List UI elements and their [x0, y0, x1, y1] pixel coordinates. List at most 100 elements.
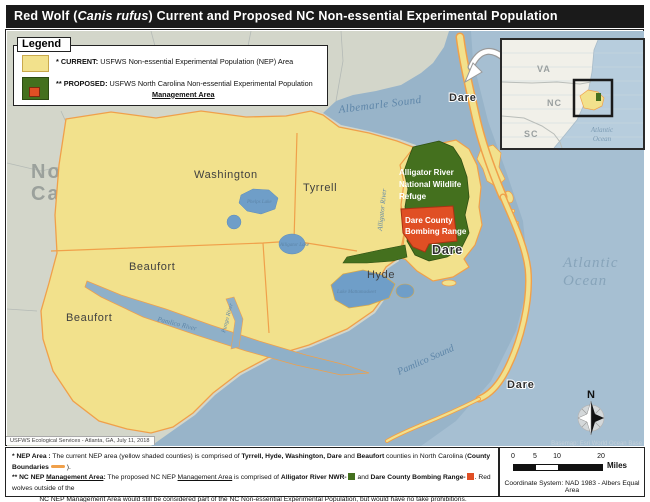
legend-swatch-proposed [22, 77, 49, 100]
county-boundary-symbol [50, 465, 65, 469]
scale-bar [513, 464, 603, 471]
usfws-credit: USFWS Ecological Services - Atlanta, GA,… [6, 436, 155, 445]
inset-grid-lines [502, 52, 643, 138]
atlantic-ocean-label-line2: Ocean [563, 273, 607, 289]
note2-label-underline: Management Area [46, 474, 104, 482]
county-label-beaufort-south: Beaufort [66, 312, 112, 324]
coordinate-system: Coordinate System: NAD 1983 - Albers Equ… [504, 480, 640, 494]
legend-item-current: * CURRENT: USFWS Non-essential Experimen… [22, 55, 321, 72]
scale-tick-10: 10 [553, 453, 561, 460]
inset-svg: VA NC SC Atlantic Ocean [502, 40, 643, 148]
inset-label-ocean-line2: Ocean [593, 135, 612, 143]
dare-bombing-range [400, 205, 458, 253]
note2-label-post: : [103, 474, 106, 482]
legend-item-proposed-label: ** PROPOSED: USFWS North Carolina Non-es… [56, 77, 313, 100]
inset-locator-box [572, 78, 614, 118]
note2-t4: . Red wolves outside of the [12, 474, 491, 493]
legend-swatch-current [22, 55, 49, 72]
compass-n-label: N [587, 389, 595, 401]
note1-b3: County Boundaries [12, 453, 491, 471]
note1-b2: Beaufort [356, 453, 385, 460]
scale-tick-0: 0 [511, 453, 515, 460]
county-label-washington: Washington [194, 169, 258, 181]
inset-label-ocean-line1: Atlantic [590, 126, 614, 134]
basemap-credit: Basemap: Esri World Ocean Base [551, 441, 643, 447]
note2-label: ** NC NEP Management Area: [12, 474, 106, 481]
refuge-southwest-arm [342, 244, 408, 264]
title-text-italic: Canis rufus [77, 9, 149, 23]
note1-b1: Tyrrell, Hyde, Washington, Dare [241, 453, 342, 460]
note1-t3: counties in North Carolina ( [384, 453, 468, 460]
county-label-dare-bottom: Dare [507, 379, 535, 391]
alligator-lake-label: Alligator Lake [279, 243, 310, 248]
title-text-post: ) Current and Proposed NC Non-essential … [148, 9, 558, 23]
note1-t4: ). [66, 463, 71, 471]
outer-banks [385, 32, 533, 443]
note1-label: * NEP Area : [12, 453, 51, 460]
note2-t3: and [355, 474, 371, 482]
footer-notes: * NEP Area : The current NEP area (yello… [5, 447, 499, 502]
north-arrow: N [577, 389, 605, 436]
pamlico-river [84, 280, 370, 376]
lake-mattamuskeet [330, 269, 396, 309]
scale-bar-seg3 [558, 465, 602, 470]
inset-label-nc: NC [547, 98, 562, 108]
county-label-dare-mid: Dare [432, 243, 463, 257]
legend-proposed-line2: Management Area [152, 89, 215, 99]
refuge-label-line2: National Wildlife [399, 180, 462, 189]
range-label-line2: Bombing Range [405, 227, 467, 236]
scale-box: 0 5 10 20 Miles Coordinate System: NAD 1… [499, 447, 645, 497]
refuge-symbol [347, 473, 355, 481]
scale-tick-5: 5 [533, 453, 537, 460]
note-nep-area: * NEP Area : The current NEP area (yello… [12, 452, 494, 473]
note2-label-pre: ** NC NEP [12, 474, 47, 482]
page-title: Red Wolf (Canis rufus) Current and Propo… [6, 5, 644, 28]
scale-bar-seg2 [536, 465, 558, 470]
county-label-hyde: Hyde [367, 269, 395, 281]
note2-b1: Alligator River NWR- [280, 474, 347, 482]
legend-proposed-text: USFWS North Carolina Non-essential Exper… [107, 79, 313, 88]
note1-t2: and [341, 453, 357, 460]
note-management-area-continued: NC NEP Management Area would still be co… [39, 495, 467, 502]
inset-label-va: VA [537, 64, 551, 74]
pungo-lake [226, 214, 242, 230]
legend-current-text: USFWS Non-essential Experimental Populat… [98, 57, 294, 66]
legend-title: Legend [17, 37, 72, 52]
legend-item-proposed: ** PROPOSED: USFWS North Carolina Non-es… [22, 77, 321, 100]
alligator-lake [278, 233, 306, 255]
legend: Legend * CURRENT: USFWS Non-essential Ex… [13, 37, 328, 107]
phelps-lake-label: Phelps Lake [246, 200, 272, 205]
legend-item-current-label: * CURRENT: USFWS Non-essential Experimen… [56, 55, 293, 68]
miles-label: Miles [607, 461, 628, 470]
pungo-river [225, 296, 244, 350]
county-label-tyrrell: Tyrrell [303, 182, 337, 194]
lake-mattamuskeet-label: Lake Mattamuskeet [336, 290, 377, 295]
inset-map: VA NC SC Atlantic Ocean [500, 38, 645, 150]
legend-swatch-proposed-inner [29, 87, 40, 97]
note-management-area: ** NC NEP Management Area: The proposed … [12, 473, 494, 494]
legend-proposed-bold: ** PROPOSED: [56, 79, 108, 88]
range-label-line1: Dare County [405, 216, 453, 225]
refuge-label-line1: Alligator River [399, 168, 454, 177]
note2-t1: The proposed NC NEP [105, 474, 178, 482]
county-label-dare-top: Dare [449, 92, 477, 104]
county-boundaries [50, 132, 358, 334]
scale-tick-20: 20 [597, 453, 605, 460]
note1-t1: The current NEP area (yellow shaded coun… [50, 453, 242, 460]
bombing-range-symbol [466, 473, 474, 481]
inset-label-sc: SC [524, 129, 539, 139]
scale-ticks: 0 5 10 20 [500, 453, 644, 462]
inset-state-boundaries [502, 81, 592, 148]
note2-b2: Dare County Bombing Range- [370, 474, 466, 482]
county-label-beaufort-north: Beaufort [129, 261, 175, 273]
note2-t2: is comprised of [232, 474, 281, 482]
refuge-label-line3: Refuge [399, 192, 427, 201]
note2-u1: Management Area [177, 474, 233, 482]
lake-mattamuskeet-east [395, 283, 415, 299]
legend-current-bold: * CURRENT: [56, 57, 99, 66]
title-text-pre: Red Wolf ( [14, 9, 78, 23]
atlantic-ocean-label-line1: Atlantic [562, 255, 619, 271]
scale-bar-seg1 [514, 465, 536, 470]
phelps-lake [238, 188, 279, 215]
